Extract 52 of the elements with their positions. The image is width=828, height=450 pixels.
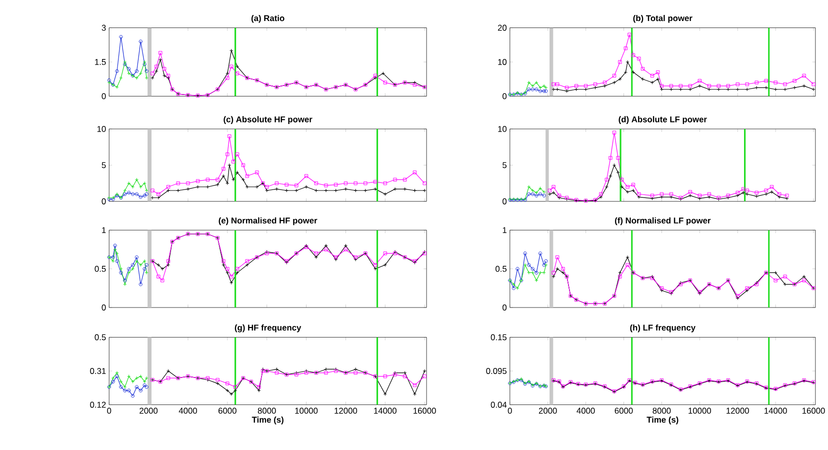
y-tick-label: 10 <box>97 126 106 132</box>
x-tick-label: 12000 <box>334 408 358 414</box>
y-tick-label: 0.15 <box>490 334 507 340</box>
y-tick-label: 0.095 <box>486 368 507 374</box>
chart-title: (g) HF frequency <box>234 324 302 332</box>
y-tick-label: 0.31 <box>90 368 106 374</box>
y-tick-label: 0 <box>502 198 507 204</box>
y-tick-label: 0.5 <box>94 266 106 272</box>
chart-title: (c) Absolute HF power <box>224 116 312 124</box>
y-tick-label: 1 <box>102 227 106 233</box>
y-tick-label: 0.5 <box>496 266 507 272</box>
y-tick-label: 10 <box>498 58 507 65</box>
y-tick-label: 0 <box>102 304 106 310</box>
x-tick-label: 6000 <box>614 408 633 414</box>
x-tick-label: 8000 <box>258 408 276 414</box>
y-tick-label: 3 <box>102 24 106 31</box>
y-tick-label: 0 <box>102 198 106 204</box>
x-tick-label: 10000 <box>295 408 318 414</box>
x-tick-label: 6000 <box>218 408 236 414</box>
y-tick-label: 5 <box>102 162 106 168</box>
x-axis-title: Time (s) <box>646 416 678 424</box>
chart-title: (a) Ratio <box>251 14 284 23</box>
y-tick-label: 1 <box>502 227 506 233</box>
x-tick-label: 14000 <box>374 408 396 414</box>
y-tick-label: 0.12 <box>90 402 106 408</box>
chart-title: (f) Normalised LF power <box>615 217 711 225</box>
y-tick-label: 10 <box>498 126 507 132</box>
chart-title: (e) Normalised HF power <box>218 217 318 225</box>
x-tick-label: 8000 <box>652 408 671 414</box>
y-tick-label: 0.04 <box>490 402 507 408</box>
x-tick-label: 10000 <box>688 408 712 414</box>
y-tick-label: 20 <box>498 24 507 31</box>
x-tick-label: 14000 <box>764 408 787 414</box>
y-tick-label: 0 <box>502 93 507 100</box>
y-tick-label: 5 <box>502 162 507 168</box>
y-tick-label: 0 <box>502 304 507 310</box>
y-tick-label: 0 <box>102 93 106 100</box>
x-tick-label: 16000 <box>414 408 436 414</box>
x-tick-label: 0 <box>508 408 512 414</box>
x-tick-label: 0 <box>107 408 112 414</box>
chart-title: (d) Absolute LF power <box>618 116 707 124</box>
y-tick-label: 0.5 <box>94 334 106 340</box>
chart-title: (b) Total power <box>633 14 692 23</box>
x-tick-label: 12000 <box>726 408 749 414</box>
x-axis-title: Time (s) <box>252 416 284 424</box>
x-tick-label: 4000 <box>178 408 197 414</box>
x-tick-label: 2000 <box>538 408 557 414</box>
chart-title: (h) LF frequency <box>630 324 696 332</box>
x-tick-label: 2000 <box>140 408 158 414</box>
x-tick-label: 4000 <box>576 408 595 414</box>
x-tick-label: 16000 <box>802 408 825 414</box>
y-tick-label: 1.5 <box>95 58 106 65</box>
